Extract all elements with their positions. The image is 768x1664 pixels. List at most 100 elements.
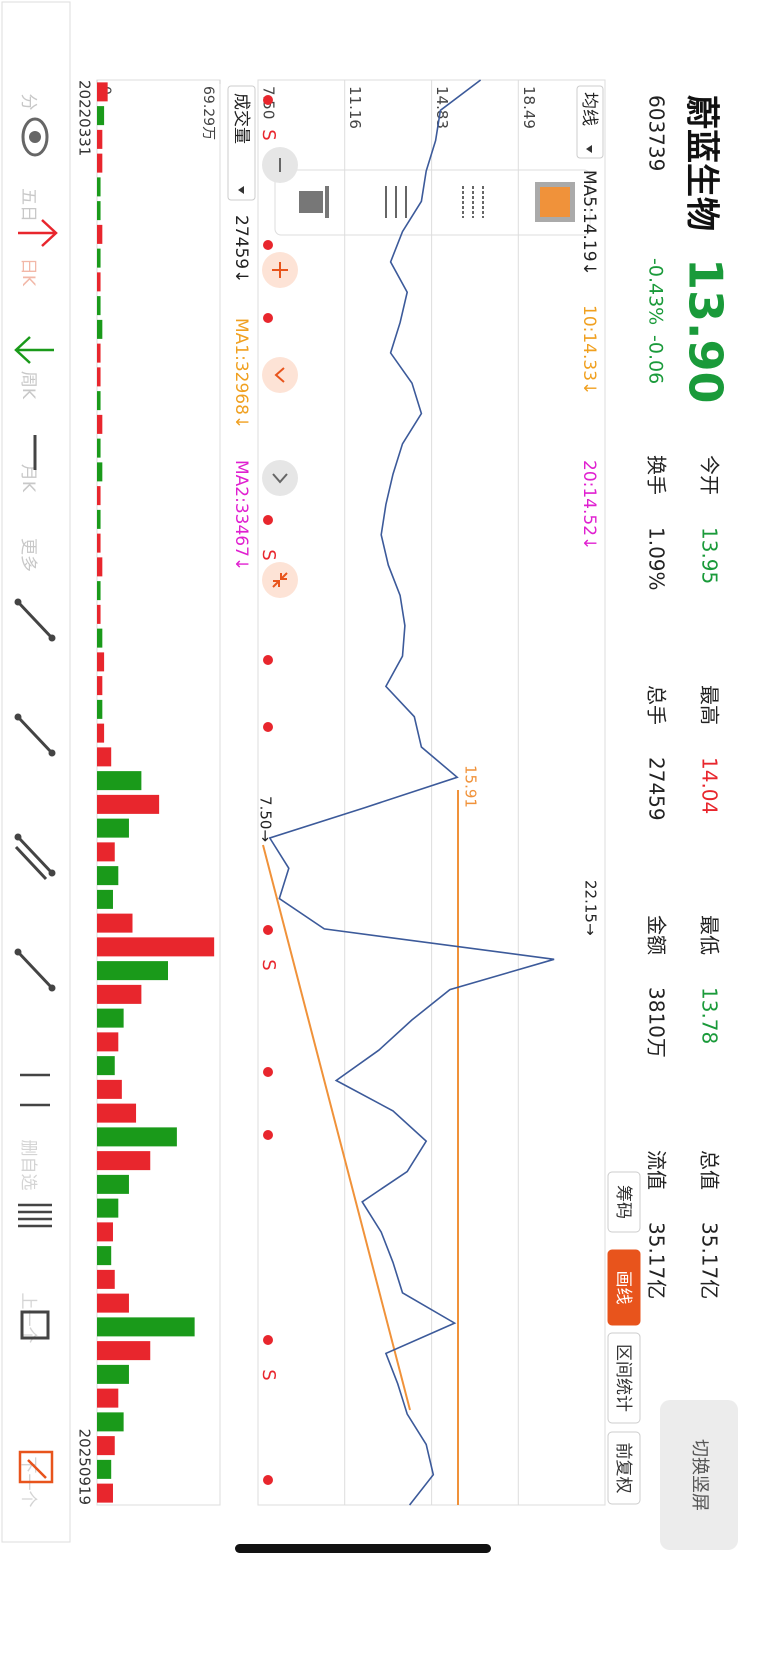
tab-bg[interactable] [607,1171,641,1233]
volume-bar [96,628,103,648]
move-button[interactable] [262,357,298,393]
stock-name: 蔚蓝生物 [682,95,722,231]
volume-bar [96,248,101,268]
indicator-select[interactable] [227,85,256,201]
date-label: 20220331 [76,80,94,156]
bars-icon[interactable] [18,1203,52,1228]
stat-label: 换手 [645,455,669,495]
volume-bar [96,462,103,482]
compress-button[interactable] [262,562,298,598]
annotation: 7.50→ [257,796,275,842]
volume-bar [96,1388,119,1408]
volume-bar [96,1032,119,1052]
volume-bar [96,391,101,411]
drawn-trendline [262,844,411,1411]
signal-label: S [258,549,279,560]
indicator-select-label[interactable]: 均线 [579,92,599,126]
volume-bar [97,771,142,791]
indicator-select-label[interactable]: 成交量 [231,93,251,144]
indicator-select[interactable] [576,85,604,159]
tab-bg[interactable] [607,1431,641,1505]
volume-bar [97,1103,137,1123]
volume-bar [96,889,113,909]
line-end [14,833,22,841]
volume-bar [96,1008,124,1028]
export-icon[interactable] [18,1450,54,1484]
toolbar-label[interactable]: 周K [18,371,38,400]
stat-label: 流值 [645,1150,669,1190]
dash-style-icon[interactable] [462,186,484,218]
stat-value: 3810万 [645,987,669,1058]
toolbar-label[interactable]: 日K [18,258,38,287]
signal-dot [263,722,273,732]
stat-label: 最高 [698,685,722,725]
eye-icon[interactable] [21,117,49,157]
down-arrow-icon[interactable] [14,336,54,364]
up-arrow-icon[interactable] [18,219,58,247]
plus-icon [272,262,288,278]
volume-bar [96,1174,129,1194]
color-swatch[interactable] [540,187,570,217]
volume-bar [96,1436,115,1456]
ma-label: MA5:14.19↓ [579,170,599,276]
volume-bar [96,509,101,529]
line-tool-icon[interactable] [16,600,54,640]
popup-panel [274,169,591,236]
volume-bar [96,913,133,933]
line-tool-icon[interactable] [16,715,54,755]
y-tick-label: 14.83 [433,86,451,129]
line-end [14,948,22,956]
volume-bar [96,296,101,316]
volume-bar [96,486,101,506]
switch-button[interactable]: 切换竖屏 [689,1439,710,1511]
tab-bg[interactable] [607,1332,641,1424]
tab[interactable]: 筹码 [613,1185,633,1219]
signal-dot [263,1067,273,1077]
eye-pupil [29,131,41,143]
toolbar-label[interactable]: 月K [18,464,38,493]
volume-bar [96,581,101,601]
price-line [268,79,555,1506]
tab[interactable]: 区间统计 [613,1344,633,1412]
toolbar-label[interactable]: 删自选 [18,1140,38,1191]
line-tool-icon[interactable] [16,950,54,990]
tab[interactable]: 画线 [613,1271,633,1305]
volume-bar [97,794,160,814]
move-right-button[interactable] [262,460,298,496]
stock-code: 603739 [645,95,669,171]
stat-value: 14.04 [698,757,722,814]
trash-icon[interactable] [299,186,329,218]
volume-bar [96,1483,113,1503]
toolbar-label[interactable]: 五日 [18,188,38,222]
volume-bar [96,747,112,767]
tab[interactable]: 前复权 [613,1443,633,1494]
annotation: 15.91 [462,765,480,808]
volume-bar [97,937,215,957]
stat-value: 13.78 [698,987,722,1044]
volume-bar [96,82,108,102]
y-tick-label: 11.16 [346,86,364,129]
volume-bar [96,557,103,577]
volume-bar [97,984,142,1004]
stat-value: 1.09% [645,527,669,591]
toolbar-label[interactable]: 分 [18,94,38,111]
volume-bar [96,1246,112,1266]
square-icon[interactable] [20,1310,50,1340]
signal-dot [263,1475,273,1485]
date-label: 20250919 [76,1429,94,1505]
line-width-icon[interactable] [385,186,407,218]
signal-dot [263,925,273,935]
volume-frame [96,79,221,1506]
line-end [14,713,22,721]
toolbar-label[interactable]: 更多 [18,538,38,572]
volume-bar [96,699,103,719]
g-icon-lines[interactable] [20,1073,50,1107]
stat-value: 35.17亿 [698,1222,722,1299]
switch-button-bg[interactable] [660,1400,738,1550]
stat-value: 13.95 [698,527,722,584]
line-tool-icon[interactable] [16,835,54,875]
volume-bar [96,177,101,197]
tab-bg[interactable] [607,1249,641,1326]
stat-label: 今开 [698,455,722,495]
